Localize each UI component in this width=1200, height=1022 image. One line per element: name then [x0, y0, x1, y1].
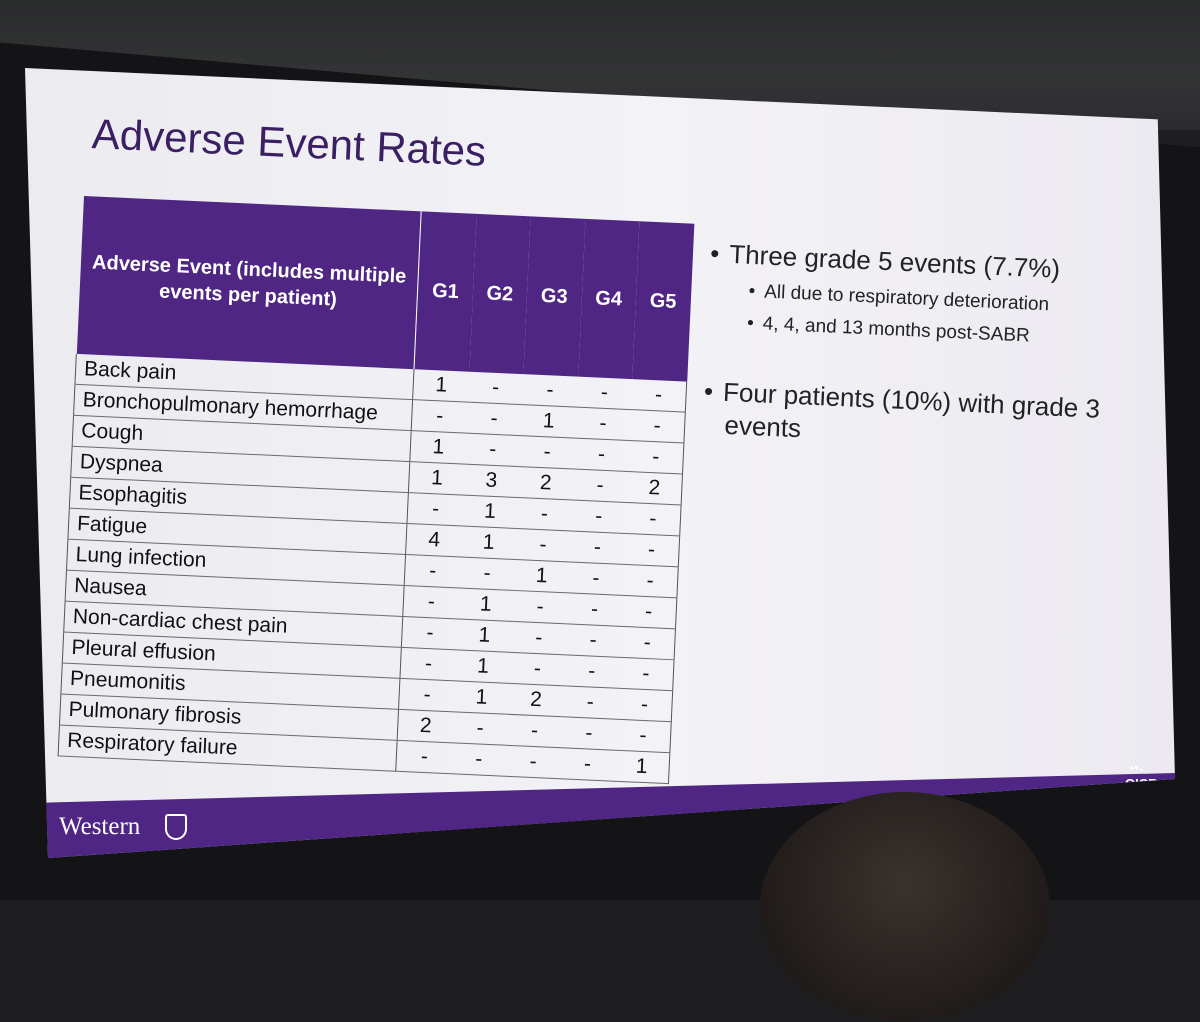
- grade-cell: -: [467, 371, 524, 405]
- grade-cell: -: [522, 374, 578, 408]
- header-adverse-event: Adverse Event (includes multiple events …: [76, 196, 422, 370]
- grade-cell: 1: [520, 404, 577, 439]
- grade-cell: -: [512, 590, 569, 624]
- grade-cell: -: [615, 719, 672, 753]
- grade-cell: 1: [513, 559, 570, 593]
- grade-cell: -: [569, 530, 626, 565]
- grade-cell: -: [395, 740, 453, 774]
- grade-cell: 4: [405, 523, 463, 558]
- grade-cell: -: [519, 435, 576, 470]
- table-header-row: Adverse Event (includes multiple events …: [76, 196, 694, 382]
- header-g1: G1: [414, 211, 477, 372]
- slide-title: Adverse Event Rates: [90, 110, 488, 175]
- grade-cell: -: [459, 557, 516, 591]
- grade-cell: -: [510, 621, 567, 655]
- grade-cell: -: [562, 685, 619, 720]
- grade-cell: -: [400, 647, 457, 681]
- grade-cell: 1: [410, 430, 467, 465]
- sub-bullet-timing: 4, 4, and 13 months post-SABR: [747, 313, 1108, 351]
- grade-cell: -: [407, 492, 464, 527]
- bullet-grade3: Four patients (10%) with grade 3 events: [702, 375, 1105, 458]
- grade-cell: -: [505, 745, 562, 779]
- grade-cell: 1: [613, 750, 670, 784]
- grade-cell: 1: [460, 526, 517, 560]
- grade-cell: -: [568, 561, 624, 596]
- grade-cell: -: [516, 497, 573, 531]
- grade-cell: 1: [462, 495, 518, 529]
- audience-head: [760, 792, 1050, 1022]
- bullet-grade5: Three grade 5 events (7.7%): [710, 238, 1111, 287]
- grade-cell: 1: [455, 649, 511, 684]
- grade-cell: -: [398, 678, 456, 712]
- grade-cell: -: [452, 711, 509, 746]
- header-g3: G3: [523, 216, 586, 377]
- grade-cell: -: [630, 379, 687, 413]
- header-g5: G5: [632, 221, 694, 382]
- western-logo-text: Western: [59, 813, 141, 840]
- grade-cell: -: [402, 585, 460, 619]
- grade-cell: 1: [456, 618, 513, 653]
- grade-cell: -: [629, 409, 686, 444]
- grade-cell: -: [464, 433, 521, 467]
- header-g4: G4: [577, 218, 640, 380]
- grade-cell: -: [401, 616, 458, 650]
- grade-cell: 1: [453, 680, 510, 715]
- grade-cell: 3: [463, 464, 520, 498]
- presentation-slide: Adverse Event Rates Adverse Event (inclu…: [25, 68, 1175, 858]
- header-g2: G2: [469, 213, 531, 375]
- grade-cell: -: [628, 440, 684, 474]
- bullet-list: Three grade 5 events (7.7%) All due to r…: [702, 238, 1111, 458]
- grade-cell: -: [621, 595, 677, 629]
- grade-cell: -: [561, 716, 617, 751]
- grade-cell: -: [572, 469, 629, 503]
- grade-cell: -: [619, 626, 676, 660]
- sub-bullet-cause: All due to respiratory deterioration: [748, 281, 1109, 319]
- grade-cell: 2: [626, 471, 683, 505]
- grade-cell: -: [466, 402, 523, 436]
- grade-cell: 1: [408, 461, 465, 496]
- grade-cell: -: [411, 399, 468, 434]
- grade-cell: -: [618, 657, 675, 691]
- adverse-event-table: Adverse Event (includes multiple events …: [58, 196, 695, 784]
- grade-cell: -: [616, 688, 673, 722]
- grade-cell: -: [563, 654, 620, 689]
- grade-cell: -: [404, 554, 461, 588]
- grade-cell: -: [576, 376, 633, 410]
- grade-cell: -: [565, 623, 622, 658]
- oicr-logo-icon: [1127, 766, 1143, 781]
- grade-cell: -: [515, 528, 571, 562]
- grade-cell: -: [575, 407, 631, 441]
- grade-cell: 1: [412, 369, 470, 403]
- grade-cell: -: [509, 652, 566, 686]
- grade-cell: -: [625, 502, 682, 536]
- grade-cell: 2: [517, 466, 574, 501]
- grade-cell: -: [450, 742, 507, 777]
- grade-cell: -: [622, 564, 679, 598]
- grade-cell: 2: [508, 683, 564, 717]
- grade-cell: 2: [397, 709, 454, 743]
- grade-cell: -: [506, 714, 563, 748]
- grade-cell: -: [573, 438, 630, 472]
- grade-cell: -: [570, 500, 627, 534]
- western-crest-icon: [165, 814, 187, 840]
- grade-cell: -: [566, 592, 623, 627]
- grade-cell: -: [559, 747, 616, 782]
- grade-cell: 1: [457, 587, 514, 622]
- grade-cell: -: [623, 533, 680, 567]
